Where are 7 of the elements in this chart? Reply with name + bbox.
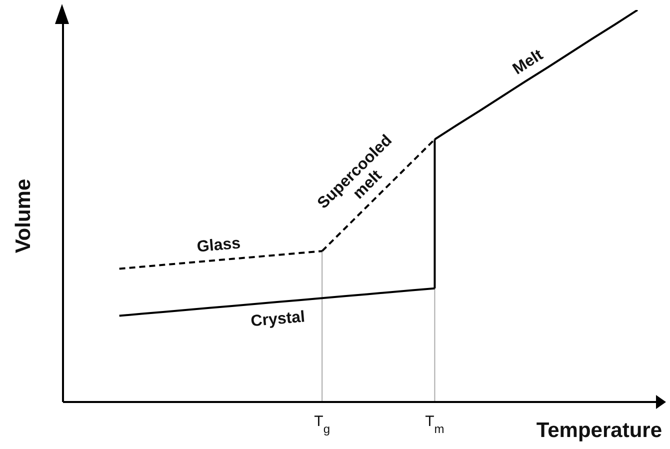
text: Melt (510, 46, 547, 78)
series-label: Glass (196, 235, 242, 256)
x-axis-title: Temperature (536, 419, 662, 442)
y-axis-title: Volume (12, 178, 35, 254)
x-tick-label: T$_{m}$ (425, 413, 444, 436)
x-tick-label: T$_{g}$ (314, 413, 330, 436)
series-label: Crystal (250, 308, 306, 330)
